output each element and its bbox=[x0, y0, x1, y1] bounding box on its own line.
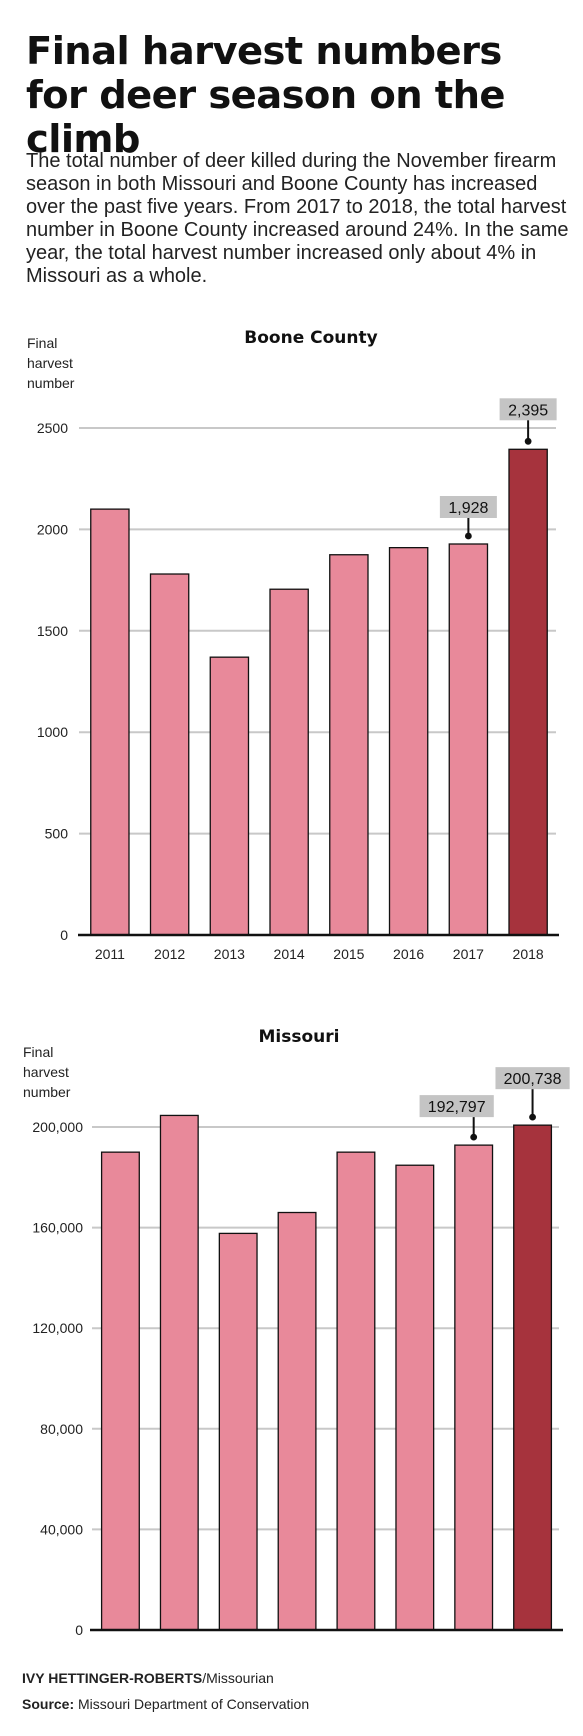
x-tick-label: 2016 bbox=[393, 946, 424, 962]
y-tick-label: 0 bbox=[75, 1622, 83, 1638]
y-tick-label: 1000 bbox=[37, 724, 68, 740]
boone-county-chart: Boone County Final harvest number 0 500 1000 15… bbox=[27, 328, 559, 962]
credit-outlet: /Missourian bbox=[202, 1670, 274, 1686]
missouri-chart: Missouri Final harvest number 0 40,000 80,000 1… bbox=[23, 1027, 570, 1638]
chart-title: Boone County bbox=[244, 328, 377, 348]
y-tick-label: 2000 bbox=[37, 521, 68, 537]
x-tick-label: 2012 bbox=[154, 946, 185, 962]
callout-dot bbox=[464, 532, 472, 540]
y-tick-label: 500 bbox=[45, 826, 69, 842]
callout-label: 192,797 bbox=[428, 1099, 486, 1116]
bar-2014 bbox=[277, 1211, 317, 1631]
y-tick-label: 160,000 bbox=[32, 1220, 83, 1236]
dek-paragraph: The total number of deer killed during t… bbox=[26, 150, 569, 287]
y-tick-label: 200,000 bbox=[32, 1119, 83, 1135]
callout-label: 200,738 bbox=[504, 1071, 562, 1088]
y-tick-label: 0 bbox=[60, 927, 68, 943]
bar-2016 bbox=[388, 547, 429, 936]
y-axis-label: Final bbox=[23, 1044, 53, 1060]
callout-box bbox=[499, 398, 557, 421]
y-axis-label: Final bbox=[27, 335, 57, 351]
x-tick-label: 2011 bbox=[95, 946, 125, 962]
chart-title: Missouri bbox=[259, 1027, 340, 1047]
bar-2016 bbox=[395, 1164, 435, 1631]
callout-box bbox=[419, 1095, 494, 1118]
callout-dot bbox=[470, 1133, 478, 1141]
bar-2013 bbox=[209, 656, 250, 936]
bar-2012 bbox=[149, 573, 190, 936]
callout-label: 1,928 bbox=[448, 500, 488, 517]
bar-2018 bbox=[508, 448, 548, 936]
callout-dot bbox=[529, 1113, 536, 1121]
bar-2017 bbox=[448, 543, 489, 936]
credit-line: IVY HETTINGER-ROBERTS/Missourian bbox=[22, 1670, 274, 1686]
source-text: Missouri Department of Conservation bbox=[74, 1696, 310, 1712]
x-tick-label: 2017 bbox=[453, 946, 484, 962]
y-axis-label: number bbox=[27, 375, 75, 391]
headline: Final harvest numbers for deer season on… bbox=[26, 29, 506, 162]
bar-2011 bbox=[90, 508, 130, 936]
bar-2018 bbox=[513, 1124, 553, 1631]
source-label: Source: bbox=[22, 1696, 75, 1712]
y-axis-label: harvest bbox=[27, 355, 73, 371]
bar-2014 bbox=[269, 588, 309, 936]
y-tick-label: 40,000 bbox=[40, 1521, 83, 1537]
callout-box bbox=[439, 496, 497, 519]
x-tick-label: 2018 bbox=[513, 946, 544, 962]
callout-dot bbox=[524, 437, 532, 445]
bar-2013 bbox=[218, 1232, 258, 1631]
x-tick-label: 2014 bbox=[274, 946, 305, 962]
y-tick-label: 2500 bbox=[37, 420, 68, 436]
callout-box bbox=[495, 1067, 570, 1090]
bar-2017 bbox=[454, 1144, 494, 1631]
source-line: Source: Missouri Department of Conservat… bbox=[22, 1696, 309, 1712]
bar-2012 bbox=[159, 1114, 199, 1631]
bar-2015 bbox=[336, 1151, 376, 1631]
y-axis-label: harvest bbox=[23, 1064, 69, 1080]
credit-author: IVY HETTINGER-ROBERTS bbox=[22, 1670, 203, 1686]
bar-2011 bbox=[100, 1151, 140, 1631]
bar-2015 bbox=[329, 554, 369, 936]
y-axis-label: number bbox=[23, 1084, 71, 1100]
x-tick-label: 2013 bbox=[214, 946, 245, 962]
y-tick-label: 80,000 bbox=[40, 1421, 83, 1437]
y-tick-label: 120,000 bbox=[32, 1320, 83, 1336]
callout-label: 2,395 bbox=[508, 402, 548, 419]
y-tick-label: 1500 bbox=[37, 623, 68, 639]
x-tick-label: 2015 bbox=[333, 946, 364, 962]
